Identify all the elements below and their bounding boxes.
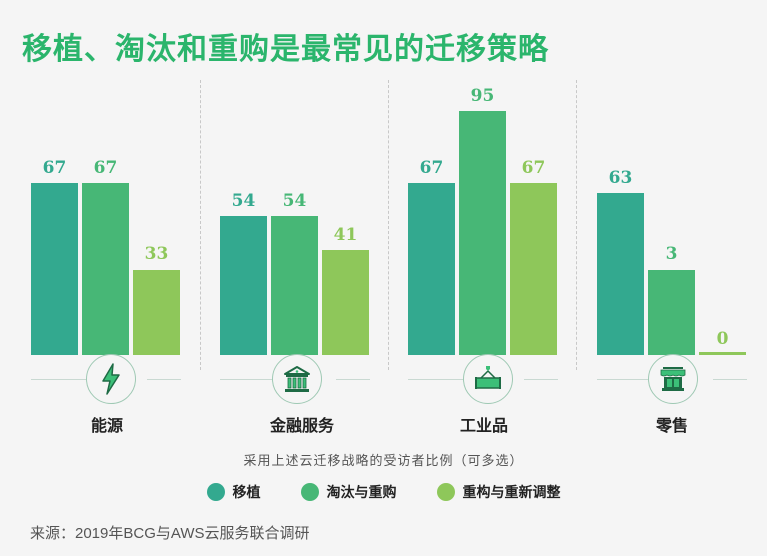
bar-value: 54 xyxy=(282,191,307,211)
bar-retire-repurchase xyxy=(82,183,129,355)
bar-value: 33 xyxy=(144,244,169,264)
baseline xyxy=(336,379,370,380)
bar-refactor xyxy=(510,183,557,355)
group-retail: 63 3 0 零售 xyxy=(597,80,767,440)
bar-value: 67 xyxy=(42,158,67,178)
category-label: 能源 xyxy=(90,416,123,435)
baseline xyxy=(31,379,88,380)
legend-label: 重构与重新调整 xyxy=(462,485,561,501)
category-label: 工业品 xyxy=(459,416,508,435)
bar-refactor xyxy=(699,352,746,355)
baseline xyxy=(408,379,465,380)
bar-migrate xyxy=(220,216,267,355)
group-divider xyxy=(200,80,201,370)
category-label: 金融服务 xyxy=(269,416,334,435)
chart-caption: 采用上述云迁移战略的受访者比例（可多选） xyxy=(243,454,524,469)
bar-value: 67 xyxy=(521,158,546,178)
bar-retire-repurchase xyxy=(459,111,506,355)
legend-label: 淘汰与重购 xyxy=(326,485,397,501)
group-energy: 67 67 33 能源 xyxy=(31,80,211,440)
bar-migrate xyxy=(597,193,644,355)
bar-retire-repurchase xyxy=(648,270,695,355)
bar-value: 63 xyxy=(608,168,633,188)
storefront-icon xyxy=(648,354,698,404)
legend: 移植 淘汰与重购 重构与重新调整 xyxy=(0,482,767,502)
bar-value: 0 xyxy=(716,329,729,349)
lightning-icon xyxy=(86,354,136,404)
baseline xyxy=(524,379,558,380)
group-industrial-goods: 67 95 67 工业品 xyxy=(408,80,588,440)
bar-refactor xyxy=(322,250,369,355)
baseline xyxy=(597,379,654,380)
crane-cargo-icon xyxy=(463,354,513,404)
legend-label: 移植 xyxy=(232,485,261,501)
baseline xyxy=(713,379,747,380)
legend-item-migrate: 移植 xyxy=(206,482,261,502)
bar-refactor xyxy=(133,270,180,355)
chart-title: 移植、淘汰和重购是最常见的迁移策略 xyxy=(22,32,549,67)
bar-value: 67 xyxy=(419,158,444,178)
legend-dot-icon xyxy=(436,483,455,501)
source-note: 来源：2019年BCG与AWS云服务联合调研 xyxy=(30,525,310,542)
bar-value: 41 xyxy=(333,225,358,245)
bar-retire-repurchase xyxy=(271,216,318,355)
group-divider xyxy=(388,80,389,370)
legend-dot-icon xyxy=(206,483,225,501)
baseline xyxy=(220,379,277,380)
group-divider xyxy=(576,80,577,370)
category-label: 零售 xyxy=(655,416,688,435)
bar-value: 3 xyxy=(665,244,678,264)
bank-icon xyxy=(272,354,322,404)
bar-value: 67 xyxy=(93,158,118,178)
legend-item-retire-repurchase: 淘汰与重购 xyxy=(300,482,397,502)
bar-migrate xyxy=(408,183,455,355)
bar-value: 54 xyxy=(231,191,256,211)
baseline xyxy=(147,379,181,380)
legend-dot-icon xyxy=(300,483,319,501)
bar-migrate xyxy=(31,183,78,355)
group-financial-services: 54 54 41 金融服务 xyxy=(220,80,400,440)
bar-value: 95 xyxy=(470,86,495,106)
legend-item-refactor: 重构与重新调整 xyxy=(436,482,561,502)
